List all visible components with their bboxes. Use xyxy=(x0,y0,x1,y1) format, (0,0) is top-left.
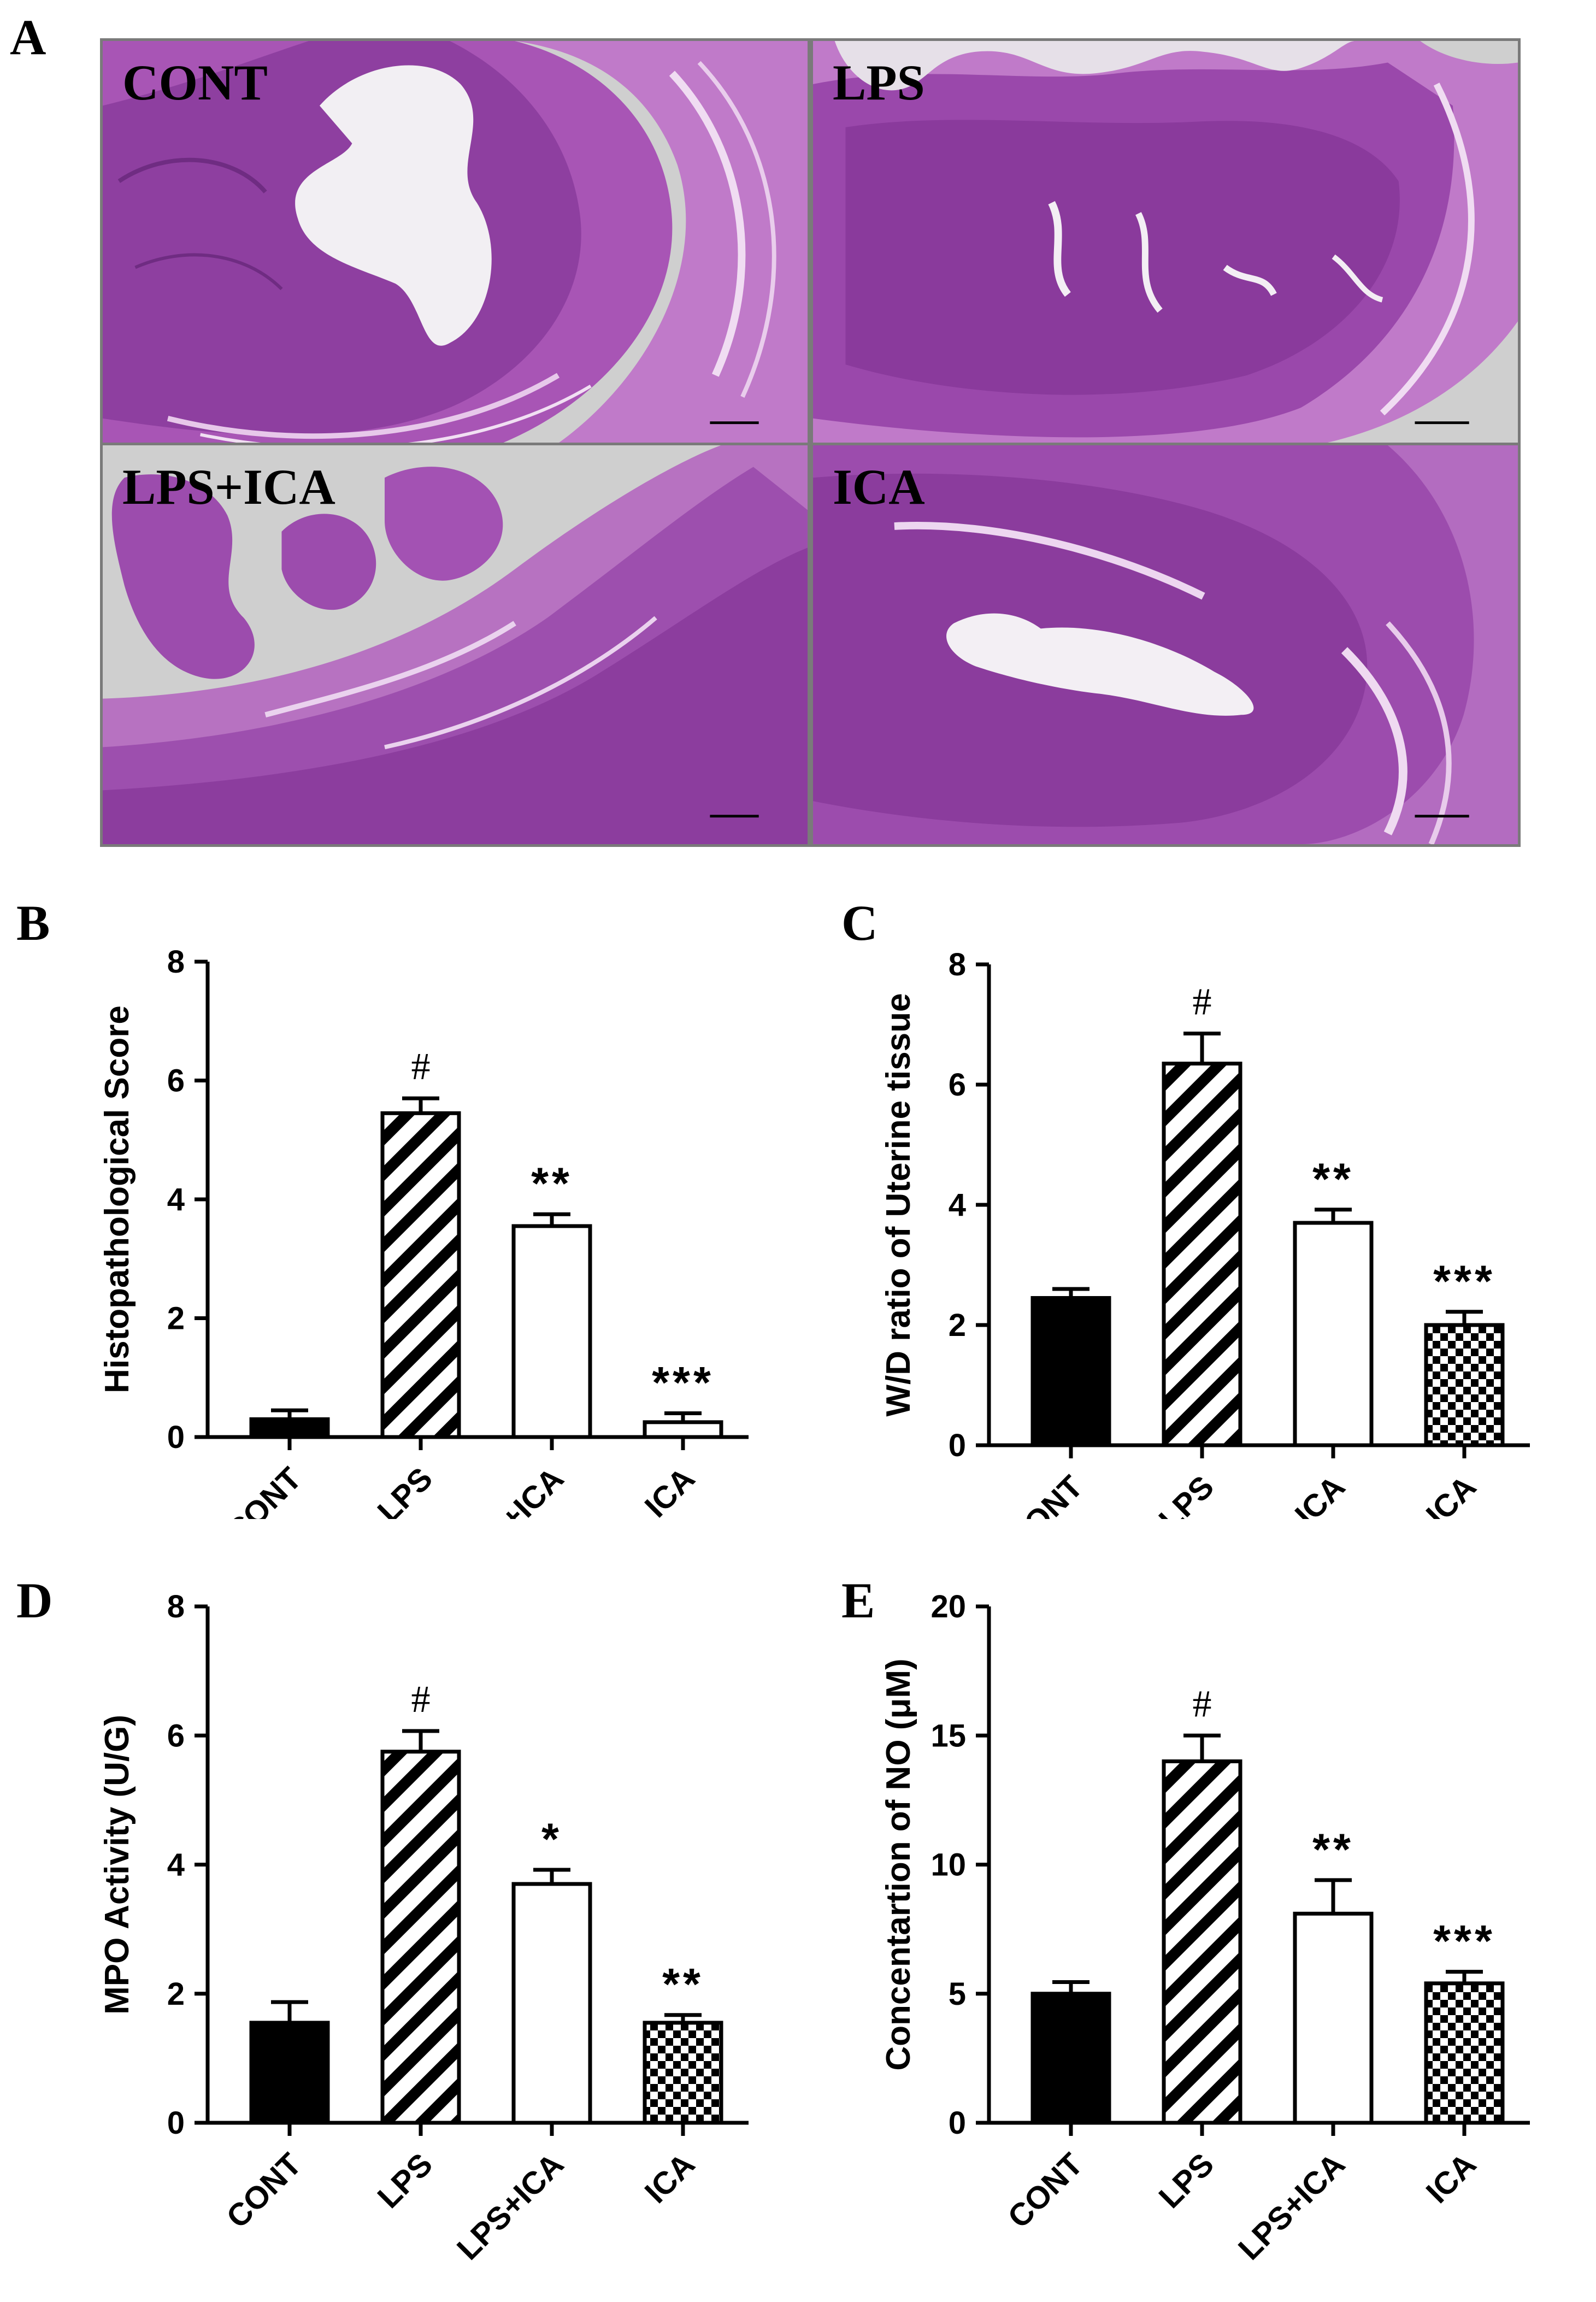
micrograph-label-lps-ica: LPS+ICA xyxy=(122,459,335,515)
micrograph-lps-ica-image xyxy=(103,445,808,844)
significance-label: *** xyxy=(1433,1257,1495,1306)
bar-lps xyxy=(1162,1759,1242,2125)
panel-a-letter: A xyxy=(10,9,46,65)
micrograph-cont: CONT xyxy=(100,38,810,454)
chart-e-svg: E 0 5 10 15 20 Concentartion of NO (μM) CONT LPS… xyxy=(841,1573,1530,2267)
bar-lps-ica xyxy=(1293,1911,1374,2125)
significance-label: *** xyxy=(652,1358,714,1408)
significance-label: # xyxy=(1193,1683,1212,1725)
x-tick-label: LPS xyxy=(370,2146,439,2215)
y-tick-label: 6 xyxy=(167,1063,185,1099)
y-tick-label: 0 xyxy=(949,1428,966,1463)
bar-lps xyxy=(1162,1062,1242,1447)
significance-label: ** xyxy=(1312,1825,1354,1875)
x-tick-label: LPS xyxy=(370,1461,439,1519)
y-tick-label: 2 xyxy=(949,1308,966,1343)
y-tick-label: 8 xyxy=(167,1589,185,1624)
y-axis-label: W/D ratio of Uterine tissue xyxy=(880,993,917,1416)
chart-c: C 0 2 4 6 8 W/D ratio of Uterine tissue CONT LPS… xyxy=(798,874,1596,1519)
y-tick-label: 4 xyxy=(167,1182,185,1217)
y-tick-label: 4 xyxy=(167,1847,185,1883)
micrograph-ica-image xyxy=(813,445,1518,844)
bar-lps-ica xyxy=(1293,1221,1374,1447)
panel-letter: D xyxy=(16,1573,52,1628)
y-tick-label: 2 xyxy=(167,1301,185,1337)
chart-e: E 0 5 10 15 20 Concentartion of NO (μM) CONT LPS… xyxy=(798,1541,1596,2284)
micrograph-cont-image xyxy=(103,41,808,451)
micrograph-ica: ICA xyxy=(810,443,1521,847)
panel-letter: E xyxy=(841,1573,875,1628)
bar-cont xyxy=(1030,1296,1111,1447)
micrograph-lps-image xyxy=(813,41,1518,451)
significance-label: ** xyxy=(531,1159,573,1209)
panel-letter: C xyxy=(841,895,877,951)
chart-b-svg: B 0 2 4 6 8 Histopathological Score CONT LPS # LPS… xyxy=(16,895,749,1519)
x-tick-label: CONT xyxy=(1001,1469,1089,1519)
micrograph-lps-ica: LPS+ICA xyxy=(100,443,810,847)
micrograph-label-lps: LPS xyxy=(833,55,925,110)
x-tick-label: LPS+ICA xyxy=(450,1461,570,1519)
bar-ica xyxy=(643,1420,723,1439)
y-tick-label: 6 xyxy=(949,1067,966,1103)
x-tick-label: ICA xyxy=(638,2146,702,2210)
y-tick-label: 8 xyxy=(949,947,966,982)
micrograph-lps: LPS xyxy=(810,38,1521,454)
y-tick-label: 4 xyxy=(949,1187,966,1223)
bar-lps xyxy=(380,1111,461,1439)
y-tick-label: 20 xyxy=(930,1589,966,1624)
micrograph-label-cont: CONT xyxy=(122,55,268,110)
x-tick-label: CONT xyxy=(1001,2146,1089,2235)
y-axis-label: Concentartion of NO (μM) xyxy=(880,1658,917,2070)
y-axis-label: MPO Activity (U/G) xyxy=(98,1715,136,2015)
y-tick-label: 0 xyxy=(167,1420,185,1455)
panel-letter: B xyxy=(16,895,50,951)
chart-d: D 0 2 4 6 8 MPO Activity (U/G) CONT LPS # LPS+ICA *… xyxy=(0,1541,798,2284)
bar-cont xyxy=(249,2021,330,2125)
bar-lps xyxy=(380,1750,461,2125)
significance-label: *** xyxy=(1433,1917,1495,1967)
x-tick-label: LPS xyxy=(1152,2146,1221,2215)
bar-cont xyxy=(1030,1992,1111,2125)
x-tick-label: LPS+ICA xyxy=(1232,2146,1352,2266)
y-axis-label: Histopathological Score xyxy=(98,1005,136,1393)
bar-ica xyxy=(1424,1981,1505,2125)
bar-lps-ica xyxy=(511,1224,592,1439)
x-tick-label: ICA xyxy=(638,1461,702,1519)
x-tick-label: LPS xyxy=(1152,1469,1221,1519)
bar-ica xyxy=(1424,1323,1505,1447)
chart-d-svg: D 0 2 4 6 8 MPO Activity (U/G) CONT LPS # LPS+ICA *… xyxy=(16,1573,749,2267)
bar-lps-ica xyxy=(511,1882,592,2125)
micrograph-label-ica: ICA xyxy=(833,459,925,515)
significance-label: ** xyxy=(1312,1155,1354,1204)
x-tick-label: ICA xyxy=(1420,2146,1483,2210)
y-tick-label: 2 xyxy=(167,1976,185,2012)
x-tick-label: CONT xyxy=(220,1461,308,1519)
significance-label: ** xyxy=(662,1960,704,2010)
x-tick-label: ICA xyxy=(1420,1469,1483,1519)
significance-label: # xyxy=(1193,981,1212,1023)
y-tick-label: 10 xyxy=(930,1847,966,1883)
y-tick-label: 8 xyxy=(167,944,185,980)
y-tick-label: 15 xyxy=(930,1718,966,1753)
significance-label: # xyxy=(411,1046,431,1088)
y-tick-label: 0 xyxy=(167,2105,185,2141)
significance-label: * xyxy=(541,1815,562,1864)
chart-c-svg: C 0 2 4 6 8 W/D ratio of Uterine tissue CONT LPS… xyxy=(841,895,1530,1519)
y-tick-label: 5 xyxy=(949,1976,966,2012)
x-tick-label: LPS+ICA xyxy=(450,2146,570,2266)
significance-label: # xyxy=(411,1679,431,1721)
bar-ica xyxy=(643,2021,723,2125)
chart-b: B 0 2 4 6 8 Histopathological Score CONT LPS # LPS… xyxy=(0,874,798,1519)
x-tick-label: LPS+ICA xyxy=(1232,1469,1352,1519)
x-tick-label: CONT xyxy=(220,2146,308,2235)
y-tick-label: 6 xyxy=(167,1718,185,1753)
bar-cont xyxy=(249,1417,330,1439)
y-tick-label: 0 xyxy=(949,2105,966,2141)
